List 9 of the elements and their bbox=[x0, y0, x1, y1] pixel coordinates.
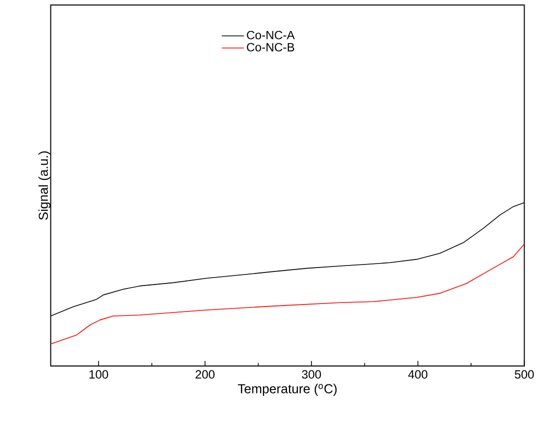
x-axis-title: Temperature ($^{o}$C) bbox=[238, 384, 337, 396]
y-axis-title: Signal (a.u.) bbox=[38, 151, 51, 220]
legend-label: Co-NC-A bbox=[246, 30, 295, 40]
x-tick-label: 200 bbox=[196, 370, 215, 379]
x-tick-label: 400 bbox=[408, 370, 428, 379]
x-tick-label: 100 bbox=[90, 370, 108, 379]
x-tick-label: 500 bbox=[514, 370, 534, 379]
legend-label: Co-NC-B bbox=[246, 42, 294, 52]
x-tick-label: 300 bbox=[302, 370, 321, 379]
